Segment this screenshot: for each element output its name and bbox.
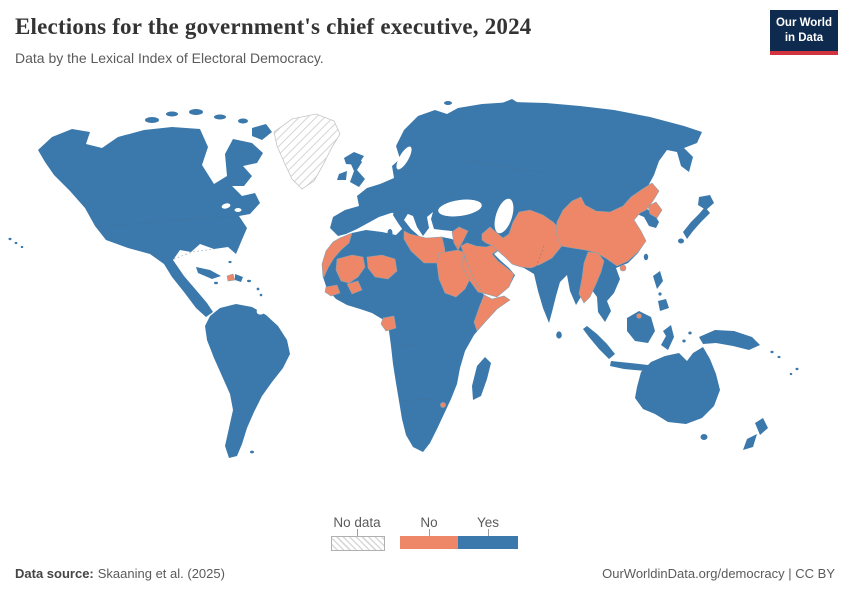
legend-tick-no-data <box>357 529 358 536</box>
region-haiti[interactable] <box>226 273 236 282</box>
region-brunei[interactable] <box>636 313 642 319</box>
inland-water <box>221 146 514 315</box>
region-sumatra[interactable] <box>583 326 615 359</box>
region-lesser-antilles <box>259 293 263 297</box>
region-somalia[interactable] <box>473 294 511 332</box>
region-philippines-visayas <box>658 292 662 296</box>
regions-no-data <box>273 113 341 190</box>
region-hawaii <box>14 241 18 245</box>
region-falkland-islands <box>250 450 254 454</box>
region-sri-lanka <box>556 331 562 339</box>
region-canadian-arctic-islands[interactable] <box>252 124 272 140</box>
region-lesser-antilles <box>256 287 260 291</box>
region-italy[interactable] <box>393 206 419 241</box>
legend-swatch-yes[interactable] <box>458 536 518 549</box>
region-taiwan <box>643 253 649 261</box>
region-eurasia[interactable] <box>330 102 702 323</box>
baltic-sea <box>396 146 412 170</box>
region-burkina-faso[interactable] <box>346 280 363 295</box>
region-myanmar[interactable] <box>578 251 605 304</box>
region-australia[interactable] <box>635 347 720 424</box>
legend-label-no-data: No data <box>333 515 381 530</box>
region-hainan[interactable] <box>619 264 627 272</box>
legend-swatch-no-data[interactable] <box>331 536 385 551</box>
region-java[interactable] <box>610 361 648 371</box>
region-svalbard <box>444 101 452 105</box>
region-fiji <box>795 367 799 371</box>
region-north-america[interactable] <box>38 127 263 317</box>
region-solomon-islands <box>777 355 781 359</box>
region-north-korea[interactable] <box>647 201 663 219</box>
footer-link[interactable]: OurWorldinData.org/democracy | CC BY <box>602 566 835 581</box>
region-borneo[interactable] <box>627 311 655 343</box>
region-new-guinea[interactable] <box>699 330 760 350</box>
region-greenland[interactable] <box>273 113 341 190</box>
footer-source: Data source: Skaaning et al. (2025) <box>15 566 225 581</box>
region-cuba[interactable] <box>196 267 221 279</box>
region-sudan-south-sudan[interactable] <box>436 249 472 298</box>
region-arctic-island <box>145 117 159 123</box>
region-guinea[interactable] <box>324 284 341 297</box>
region-mali[interactable] <box>335 254 366 284</box>
footer-source-label: Data source: <box>15 566 94 581</box>
region-hawaii <box>20 245 24 249</box>
footer: Data source: Skaaning et al. (2025) OurWo… <box>0 566 850 581</box>
legend-tick-no <box>429 529 430 536</box>
region-arctic-island <box>189 109 203 115</box>
region-niger[interactable] <box>366 254 398 280</box>
region-novaya-zemlya <box>502 99 520 108</box>
legend-label-yes: Yes <box>476 515 500 530</box>
region-arabian-peninsula[interactable] <box>460 242 515 298</box>
region-japan-kyushu <box>678 238 684 244</box>
region-fiji <box>789 372 793 376</box>
region-moluccas <box>688 331 692 335</box>
legend-swatch-no[interactable] <box>400 536 458 549</box>
region-new-zealand-north[interactable] <box>755 418 768 435</box>
region-japan-hokkaido[interactable] <box>698 195 714 210</box>
regions-no <box>226 182 663 408</box>
footer-source-value: Skaaning et al. (2025) <box>97 566 225 581</box>
region-sulawesi[interactable] <box>661 325 674 350</box>
region-jamaica <box>214 281 218 285</box>
owid-logo-line2: in Data <box>784 31 824 44</box>
region-syria-jordan[interactable] <box>451 226 469 251</box>
region-hawaii <box>8 237 12 241</box>
region-philippines-mindanao[interactable] <box>658 299 669 311</box>
owid-logo-line1: Our World <box>775 17 832 29</box>
guianas-gap <box>256 307 266 315</box>
region-ireland[interactable] <box>337 171 347 180</box>
page-subtitle: Data by the Lexical Index of Electoral D… <box>15 50 324 66</box>
page-title: Elections for the government's chief exe… <box>15 14 532 39</box>
region-madagascar[interactable] <box>472 357 491 400</box>
region-puerto-rico <box>247 279 251 283</box>
region-solomon-islands <box>770 350 774 354</box>
region-gabon-equatorial-guinea[interactable] <box>380 315 397 332</box>
region-tasmania <box>700 434 708 440</box>
region-morocco-western-sahara[interactable] <box>321 232 353 278</box>
caspian-sea <box>494 198 514 234</box>
region-united-kingdom[interactable] <box>350 155 365 187</box>
region-arctic-island <box>214 114 226 120</box>
region-china[interactable] <box>555 182 660 267</box>
region-new-zealand-south[interactable] <box>743 434 757 450</box>
region-bahamas <box>228 260 232 264</box>
region-moluccas <box>682 339 686 343</box>
region-philippines-luzon[interactable] <box>653 271 663 289</box>
region-japan-honshu[interactable] <box>683 207 710 239</box>
black-sea <box>438 199 482 217</box>
legend-label-no: No <box>420 515 438 530</box>
legend-tick-yes <box>488 529 489 536</box>
region-arctic-island <box>238 118 248 124</box>
region-south-america[interactable] <box>205 304 290 458</box>
region-eswatini[interactable] <box>440 402 446 408</box>
region-dominican-republic[interactable] <box>235 274 243 282</box>
owid-logo[interactable]: Our World in Data <box>770 10 838 55</box>
country-borders <box>95 159 546 413</box>
region-arctic-island <box>166 111 178 117</box>
